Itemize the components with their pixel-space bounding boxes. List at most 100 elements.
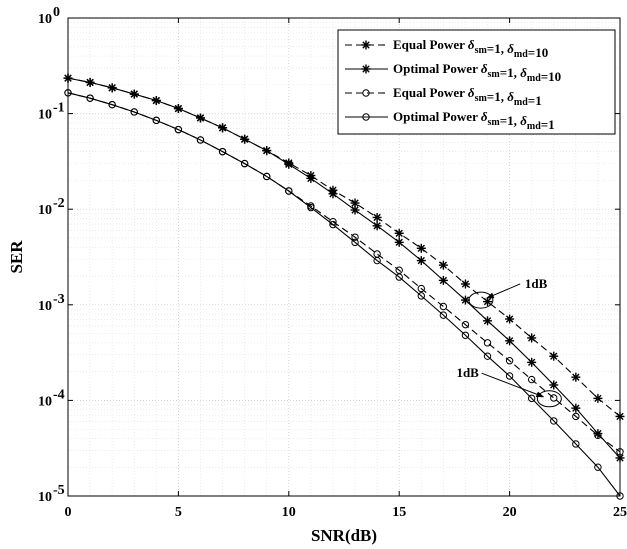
y-tick-base: 10 (38, 299, 52, 314)
x-tick-label: 15 (392, 505, 406, 520)
x-tick-label: 5 (175, 505, 182, 520)
data-point-circle (373, 250, 381, 258)
data-point-asterisk (328, 189, 338, 199)
data-point-circle (594, 431, 602, 440)
data-point-asterisk (527, 357, 537, 367)
annotation-ellipse (536, 390, 562, 408)
annotation-arrow (485, 283, 521, 299)
data-point-asterisk (571, 403, 581, 413)
data-point-circle (439, 302, 448, 311)
data-point-circle (174, 125, 183, 134)
data-point-circle (461, 331, 470, 339)
data-point-asterisk (549, 351, 559, 361)
y-tick-base: 10 (38, 108, 52, 123)
data-point-circle (263, 172, 271, 181)
data-point-circle (483, 339, 492, 347)
legend-entry-2: Optimal Power δsm=1, δmd=10 (345, 61, 561, 84)
data-point-asterisk (372, 212, 382, 222)
data-point-asterisk (350, 205, 360, 215)
series-line (67, 77, 621, 459)
y-tick-label: 10 -3 (38, 292, 65, 314)
data-point-circle (505, 372, 514, 380)
data-point-circle (351, 238, 359, 247)
data-point-asterisk (240, 134, 250, 144)
data-point-circle (550, 417, 558, 425)
data-point-asterisk (195, 113, 205, 123)
data-point-asterisk (593, 393, 603, 403)
data-point-circle (572, 412, 580, 421)
y-tick-base: 10 (38, 203, 52, 218)
data-point-circle (196, 136, 205, 144)
annotation-arrow (481, 372, 545, 398)
data-point-circle (527, 375, 536, 384)
legend-entry-3: Equal Power δsm=1, δmd=1 (345, 85, 542, 108)
data-point-circle (439, 311, 448, 319)
data-point-asterisk (85, 77, 95, 87)
legend-label: Equal Power δsm=1, δmd=1 (393, 85, 542, 108)
plot-frame (67, 17, 621, 497)
data-point-asterisk (505, 336, 515, 346)
x-tick-label: 0 (65, 505, 72, 520)
x-tick-label: 25 (613, 505, 627, 520)
y-tick-label: 10 0 (38, 5, 60, 27)
data-point-asterisk (107, 83, 117, 93)
annotation-text: 1dB (525, 276, 548, 291)
data-point-circle (362, 113, 370, 121)
data-point-circle (86, 94, 94, 102)
x-axis-label: SNR(dB) (311, 526, 377, 545)
y-tick-base: 10 (38, 394, 52, 409)
data-point-asterisk (284, 159, 294, 169)
data-point-circle (417, 284, 425, 293)
data-point-asterisk (394, 228, 404, 238)
data-point-asterisk (361, 40, 371, 50)
y-tick-base: 10 (38, 12, 52, 27)
y-tick-exponent: -2 (53, 196, 65, 211)
series-layer (63, 73, 625, 500)
data-point-asterisk (173, 104, 183, 114)
data-point-circle (218, 147, 227, 156)
y-tick-label: 10 -1 (38, 101, 65, 123)
data-point-circle (550, 394, 558, 402)
legend-label: Equal Power δsm=1, δmd=10 (393, 37, 548, 60)
data-point-circle (572, 440, 580, 448)
legend-label: Optimal Power δsm=1, δmd=10 (393, 61, 561, 84)
series-line (67, 92, 621, 453)
data-point-circle (329, 220, 337, 229)
data-point-circle (417, 292, 425, 300)
y-tick-label: 10 -4 (38, 387, 65, 409)
legend-entry-1: Equal Power δsm=1, δmd=10 (345, 37, 548, 60)
y-axis-label: SER (7, 240, 26, 274)
annotation-text: 1dB (456, 365, 479, 380)
data-point-asterisk (218, 123, 228, 133)
data-point-circle (461, 320, 470, 329)
data-point-circle (240, 159, 249, 168)
data-point-asterisk (306, 173, 316, 183)
y-tick-base: 10 (38, 490, 52, 505)
data-point-circle (108, 100, 116, 109)
data-point-circle (395, 273, 403, 281)
legend-entry-4: Optimal Power δsm=1, δmd=1 (345, 109, 555, 132)
data-point-asterisk (372, 221, 382, 231)
data-point-asterisk (262, 146, 272, 156)
data-point-circle (307, 203, 315, 212)
series-2 (63, 73, 625, 463)
data-point-circle (527, 394, 536, 403)
data-point-circle (130, 108, 138, 116)
data-point-circle (285, 187, 293, 195)
annotation-2: 1dB (456, 365, 562, 408)
y-tick-label: 10 -2 (38, 196, 65, 218)
data-point-circle (152, 116, 161, 125)
data-point-asterisk (483, 316, 493, 326)
annotation-ellipse (468, 291, 494, 309)
data-point-circle (373, 256, 381, 265)
annotations: 1dB 1dB (456, 276, 562, 408)
data-point-asterisk (483, 297, 493, 307)
data-point-asterisk (129, 89, 139, 99)
data-point-asterisk (394, 237, 404, 247)
data-point-circle (594, 463, 602, 471)
y-tick-exponent: -3 (53, 292, 65, 307)
y-tick-exponent: -1 (53, 101, 65, 116)
y-tick-label: 10 -5 (38, 483, 65, 505)
